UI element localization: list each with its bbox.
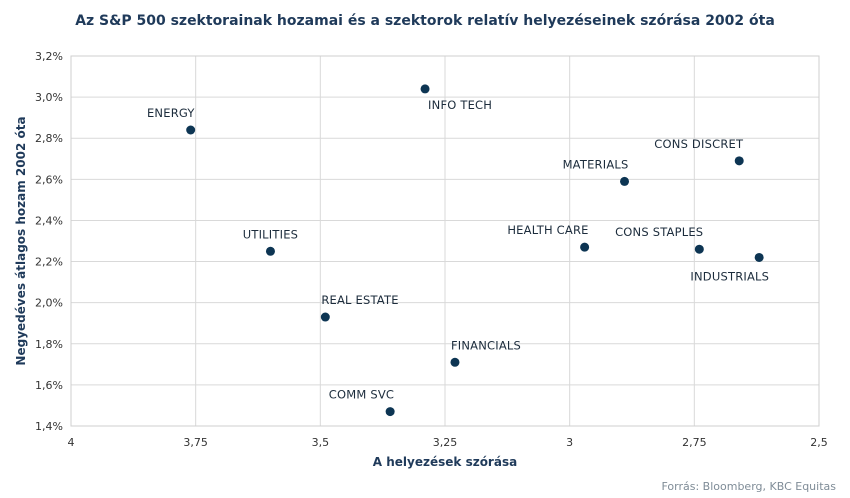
y-axis-label: Negyedéves átlagos hozam 2002 óta [14, 116, 28, 365]
data-point-health-care [580, 242, 590, 252]
data-point-utilities [265, 246, 275, 256]
y-tick-label: 2,8% [35, 132, 63, 145]
data-point-label: ENERGY [147, 106, 195, 120]
x-tick-label: 2,75 [682, 436, 707, 449]
data-point-label: REAL ESTATE [321, 293, 398, 307]
chart-title: Az S&P 500 szektorainak hozamai és a sze… [75, 13, 775, 29]
y-tick-label: 3,0% [35, 91, 63, 104]
data-point-label: MATERIALS [563, 157, 629, 171]
x-axis-label: A helyezések szórása [373, 455, 517, 469]
data-points: ENERGY INFO TECH UTILITIES REAL ESTATE COMM … [147, 84, 769, 417]
y-tick-label: 1,6% [35, 379, 63, 392]
data-point-label: UTILITIES [243, 227, 298, 241]
x-tick-label: 4 [68, 436, 75, 449]
y-tick-label: 2,6% [35, 173, 63, 186]
y-tick-label: 1,4% [35, 420, 63, 433]
y-axis-ticks: 1,4% 1,6% 1,8% 2,0% 2,2% 2,4% 2,6% 2,8% 3,0% 3,2% [35, 50, 63, 433]
data-point-energy [186, 125, 196, 135]
data-point-label: INDUSTRIALS [690, 269, 769, 283]
y-tick-label: 3,2% [35, 50, 63, 63]
data-point-label: HEALTH CARE [507, 223, 588, 237]
data-point-label: CONS STAPLES [615, 225, 703, 239]
data-point-label: INFO TECH [428, 98, 492, 112]
x-tick-label: 3,25 [433, 436, 458, 449]
x-tick-label: 3 [566, 436, 573, 449]
source-note: Forrás: Bloomberg, KBC Equitas [661, 480, 836, 493]
data-point-info-tech [420, 84, 430, 94]
y-tick-label: 2,2% [35, 256, 63, 269]
plot-frame [70, 55, 820, 427]
data-point-label: COMM SVC [329, 388, 394, 402]
data-point-cons-staples [694, 244, 704, 254]
data-point-materials [620, 176, 630, 186]
x-axis-ticks: 4 3,75 3,5 3,25 3 2,75 2,5 [68, 436, 828, 449]
data-point-real-estate [320, 312, 330, 322]
x-tick-label: 3,75 [183, 436, 208, 449]
data-point-financials [450, 357, 460, 367]
data-point-label: FINANCIALS [451, 338, 521, 352]
data-point-comm-svc [385, 407, 395, 417]
y-tick-label: 2,4% [35, 214, 63, 227]
data-point-industrials [754, 252, 764, 262]
data-point-cons-discret [734, 156, 744, 166]
x-tick-label: 3,5 [312, 436, 330, 449]
x-tick-label: 2,5 [810, 436, 828, 449]
data-point-label: CONS DISCRET [654, 137, 744, 151]
y-tick-label: 2,0% [35, 297, 63, 310]
y-tick-label: 1,8% [35, 338, 63, 351]
